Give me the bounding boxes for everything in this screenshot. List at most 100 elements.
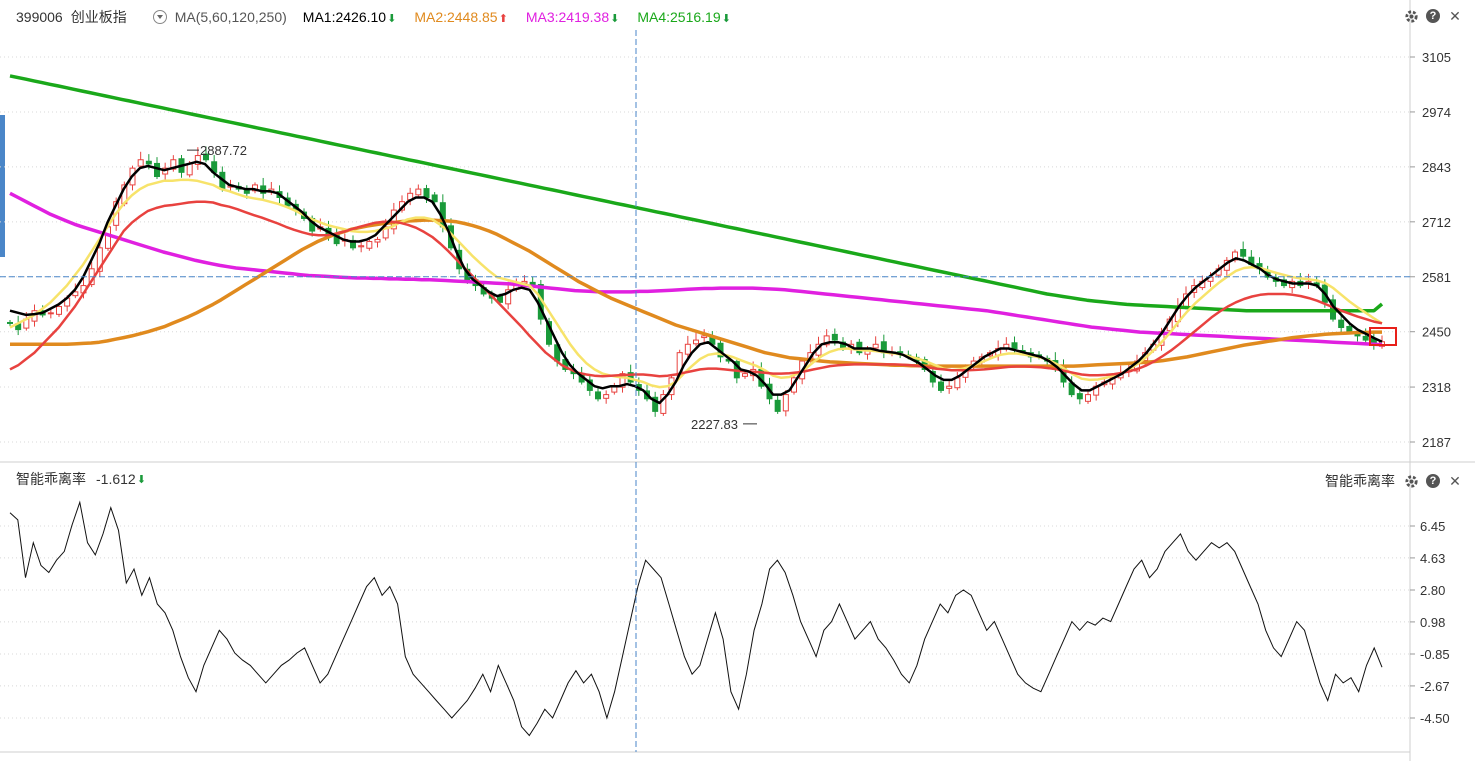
candle-body	[72, 291, 79, 297]
candle-body	[684, 343, 691, 355]
indicator-right-label: 智能乖离率	[1325, 473, 1395, 489]
candle-body	[194, 155, 201, 165]
candle-body	[145, 160, 152, 165]
candle-body	[366, 241, 373, 249]
candle-body	[415, 188, 422, 196]
candle-body	[823, 335, 830, 346]
last-price-marker	[1369, 327, 1397, 346]
ma4-label: MA4:2516.19	[637, 9, 721, 25]
indicator-series	[9, 500, 1383, 737]
candle-body	[260, 185, 267, 194]
candle-body	[56, 306, 62, 315]
ma2-label: MA2:2448.85	[414, 9, 498, 25]
candle-body	[7, 321, 13, 324]
candle-body	[1346, 326, 1353, 333]
candle-body	[1362, 335, 1369, 341]
ma-params[interactable]: MA(5,60,120,250)	[174, 9, 287, 25]
main-tick-label: 2974	[1422, 105, 1451, 120]
stock-name: 创业板指	[70, 9, 127, 25]
candle-body	[47, 312, 54, 315]
candle-body	[701, 335, 708, 339]
candle-body	[423, 188, 430, 198]
candle-body	[137, 159, 144, 167]
candle-body	[782, 394, 789, 412]
main-chart-header: 399006 创业板指 MA(5,60,120,250) MA1:2426.10…	[16, 2, 731, 32]
candle-body	[619, 373, 626, 388]
candle-body	[954, 377, 961, 389]
ma250-line	[9, 74, 1384, 313]
candle-body	[872, 343, 879, 349]
indicator-tick-label: 4.63	[1420, 551, 1445, 566]
candle-body	[938, 381, 944, 391]
candle-body	[1338, 319, 1345, 329]
indicator-tick-label: 6.45	[1420, 519, 1445, 534]
candle-body	[603, 394, 610, 399]
ma-red-line	[9, 200, 1383, 378]
help-icon[interactable]: ?	[1425, 8, 1441, 24]
moving-average-lines	[9, 74, 1384, 405]
main-tick-label: 2318	[1422, 380, 1451, 395]
candle-body	[431, 194, 438, 203]
candle-body	[946, 385, 953, 389]
indicator-tick-label: -0.85	[1420, 647, 1450, 662]
main-tick-label: 2581	[1422, 270, 1451, 285]
candle-body	[505, 289, 512, 305]
ma1-label: MA1:2426.10	[302, 9, 387, 25]
low-annotation-label: 2227.83	[691, 417, 738, 432]
help-icon[interactable]: ?	[1425, 473, 1441, 489]
stock-code: 399006	[16, 9, 63, 25]
indicator-tools: 智能乖离率 ? ✕	[1325, 471, 1463, 491]
ma3-value: MA3:2419.38⬇	[526, 9, 638, 25]
candle-body	[1240, 249, 1247, 257]
ma5-line	[9, 160, 1383, 405]
close-icon[interactable]: ✕	[1449, 7, 1461, 24]
candle-body	[831, 333, 838, 341]
candle-body	[186, 163, 193, 176]
gear-icon[interactable]	[1403, 473, 1419, 489]
gear-icon[interactable]	[1403, 8, 1419, 24]
main-tick-label: 3105	[1422, 50, 1451, 65]
main-chart-tools: ? ✕	[1403, 8, 1463, 24]
ma4-value: MA4:2516.19⬇	[637, 9, 731, 25]
ma-yellow-line	[9, 178, 1383, 389]
candle-body	[1085, 394, 1091, 402]
candle-body	[1076, 393, 1083, 400]
close-icon[interactable]: ✕	[1449, 472, 1461, 489]
candle-body	[774, 399, 781, 412]
overlay-layer: 2887.72 2227.83	[0, 30, 1410, 752]
indicator-tick-label: -4.50	[1420, 711, 1450, 726]
indicator-name[interactable]: 智能乖离率	[16, 471, 86, 487]
high-annotation-label: 2887.72	[200, 143, 247, 158]
candle-body	[595, 391, 601, 400]
indicator-value: -1.612	[96, 471, 136, 487]
indicator-tick-label: 2.80	[1420, 583, 1445, 598]
candle-body	[652, 396, 659, 412]
candle-body	[1354, 333, 1361, 337]
indicator-header: 智能乖离率 -1.612 ⬇	[16, 464, 154, 494]
arrow-up-icon: ⬆	[498, 13, 508, 25]
main-tick-label: 2712	[1422, 215, 1451, 230]
candle-body	[1011, 342, 1018, 349]
ma2-value: MA2:2448.85⬆	[414, 9, 526, 25]
left-selection-marker	[0, 115, 5, 257]
candle-body	[203, 153, 209, 161]
candle-body	[660, 394, 667, 414]
ma3-label: MA3:2419.38	[525, 9, 610, 25]
y-axis: 3105 2974 2843 2712 2581 2450 2318 2187 6.45 4.63…	[1409, 0, 1451, 761]
main-tick-label: 2450	[1422, 325, 1451, 340]
arrow-down-icon: ⬇	[610, 13, 620, 25]
main-tick-label: 2187	[1422, 435, 1451, 450]
grid-layer	[0, 56, 1475, 753]
indicator-tick-label: -2.67	[1420, 679, 1450, 694]
arrow-down-icon: ⬇	[721, 13, 731, 25]
candle-body	[252, 184, 258, 192]
ma-toggle-icon[interactable]	[152, 10, 167, 24]
ma1-value: MA1:2426.10⬇	[303, 9, 415, 25]
main-tick-label: 2843	[1422, 160, 1451, 175]
candle-body	[693, 339, 699, 345]
ma-magenta-line	[9, 191, 1383, 347]
candlestick-series	[7, 146, 1385, 417]
candle-body	[374, 238, 381, 243]
arrow-down-icon: ⬇	[136, 473, 146, 486]
